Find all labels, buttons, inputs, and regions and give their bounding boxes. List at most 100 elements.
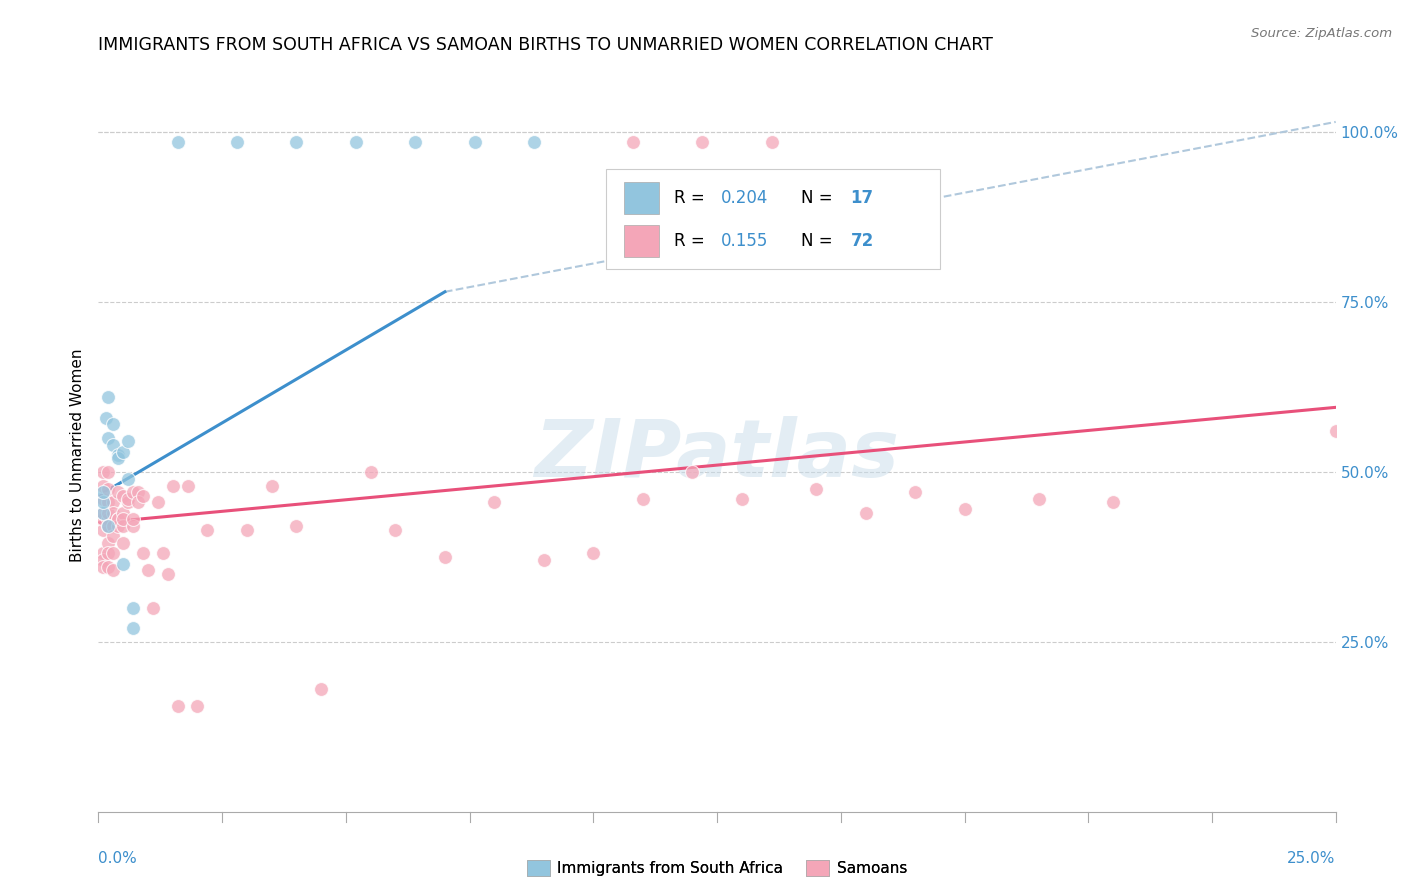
Text: R =: R = bbox=[673, 232, 710, 250]
Text: N =: N = bbox=[801, 232, 838, 250]
Point bbox=[384, 523, 406, 537]
Point bbox=[166, 699, 188, 714]
Point bbox=[112, 506, 135, 520]
Point bbox=[142, 600, 165, 615]
Point bbox=[122, 600, 145, 615]
Point bbox=[107, 451, 129, 466]
Point bbox=[97, 465, 120, 479]
Point bbox=[582, 546, 605, 560]
Point bbox=[103, 564, 125, 578]
Text: 72: 72 bbox=[851, 232, 875, 250]
Point bbox=[285, 519, 308, 533]
Point bbox=[464, 136, 486, 150]
Point bbox=[127, 495, 149, 509]
Bar bbox=[624, 182, 659, 214]
Point bbox=[117, 472, 139, 486]
Y-axis label: Births to Unmarried Women: Births to Unmarried Women bbox=[69, 348, 84, 562]
Point bbox=[93, 560, 115, 574]
Point bbox=[236, 523, 259, 537]
Point bbox=[226, 136, 249, 150]
Point bbox=[404, 136, 426, 150]
Point bbox=[112, 489, 135, 503]
Point bbox=[112, 536, 135, 550]
Point bbox=[93, 523, 115, 537]
Point bbox=[360, 465, 382, 479]
Point bbox=[107, 512, 129, 526]
Point bbox=[681, 465, 703, 479]
FancyBboxPatch shape bbox=[606, 169, 939, 269]
Text: R =: R = bbox=[673, 189, 710, 207]
Point bbox=[117, 434, 139, 449]
Text: 0.155: 0.155 bbox=[721, 232, 768, 250]
Point bbox=[904, 485, 927, 500]
Text: IMMIGRANTS FROM SOUTH AFRICA VS SAMOAN BIRTHS TO UNMARRIED WOMEN CORRELATION CHA: IMMIGRANTS FROM SOUTH AFRICA VS SAMOAN B… bbox=[98, 36, 993, 54]
Point bbox=[152, 546, 174, 560]
Point bbox=[1102, 495, 1125, 509]
Point bbox=[132, 489, 155, 503]
Point bbox=[156, 566, 179, 581]
Point bbox=[176, 478, 198, 492]
Point bbox=[122, 485, 145, 500]
Point bbox=[309, 682, 332, 697]
Point bbox=[186, 699, 208, 714]
Point bbox=[122, 621, 145, 635]
Point bbox=[93, 506, 115, 520]
Point bbox=[1324, 424, 1347, 438]
Point bbox=[112, 512, 135, 526]
Point bbox=[93, 553, 115, 567]
Point bbox=[97, 519, 120, 533]
Point bbox=[621, 136, 644, 150]
Point bbox=[103, 529, 125, 543]
Point bbox=[97, 431, 120, 445]
Point bbox=[127, 485, 149, 500]
Point bbox=[523, 136, 546, 150]
Point bbox=[97, 512, 120, 526]
Point bbox=[97, 546, 120, 560]
Point bbox=[631, 492, 654, 507]
Point bbox=[484, 495, 506, 509]
Point bbox=[162, 478, 184, 492]
Legend: Immigrants from South Africa, Samoans: Immigrants from South Africa, Samoans bbox=[520, 855, 914, 882]
Point bbox=[103, 546, 125, 560]
Text: ZIPatlas: ZIPatlas bbox=[534, 416, 900, 494]
Point bbox=[93, 546, 115, 560]
Point bbox=[103, 506, 125, 520]
Point bbox=[136, 564, 159, 578]
Point bbox=[97, 482, 120, 496]
Point bbox=[93, 465, 115, 479]
Point bbox=[953, 502, 976, 516]
Point bbox=[103, 519, 125, 533]
Point bbox=[97, 390, 120, 404]
Text: N =: N = bbox=[801, 189, 838, 207]
Point bbox=[97, 560, 120, 574]
Point bbox=[146, 495, 169, 509]
Point bbox=[260, 478, 283, 492]
Point bbox=[103, 438, 125, 452]
Point bbox=[132, 546, 155, 560]
Point bbox=[97, 506, 120, 520]
Point bbox=[122, 512, 145, 526]
Point bbox=[166, 136, 188, 150]
Point bbox=[112, 444, 135, 458]
Point bbox=[94, 410, 117, 425]
Point bbox=[97, 536, 120, 550]
Point bbox=[690, 136, 713, 150]
Point bbox=[122, 519, 145, 533]
Point bbox=[533, 553, 555, 567]
Point bbox=[1028, 492, 1050, 507]
Point bbox=[97, 495, 120, 509]
Point bbox=[107, 485, 129, 500]
Point bbox=[117, 492, 139, 507]
Point bbox=[93, 512, 115, 526]
Point bbox=[107, 448, 129, 462]
Text: 0.204: 0.204 bbox=[721, 189, 768, 207]
Point bbox=[117, 495, 139, 509]
Point bbox=[93, 495, 115, 509]
Point bbox=[93, 485, 115, 500]
Point bbox=[93, 492, 115, 507]
Bar bbox=[624, 225, 659, 257]
Point bbox=[112, 557, 135, 571]
Text: 0.0%: 0.0% bbox=[98, 851, 138, 866]
Point bbox=[97, 519, 120, 533]
Text: 17: 17 bbox=[851, 189, 873, 207]
